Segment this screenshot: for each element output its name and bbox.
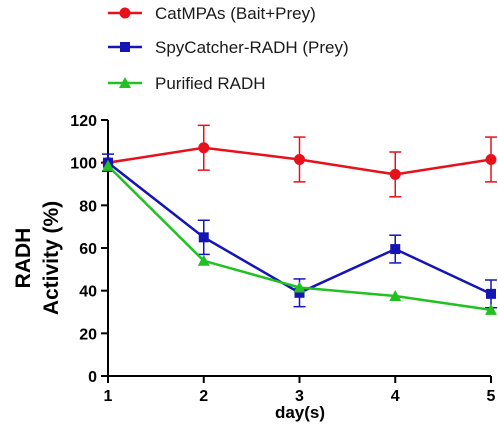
x-tick-label: 4: [391, 388, 400, 405]
x-tick-label: 5: [487, 388, 496, 405]
y-tick-label: 100: [70, 156, 97, 173]
data-point: [389, 168, 401, 180]
data-point: [198, 232, 209, 243]
data-point: [485, 153, 497, 165]
y-tick-label: 20: [79, 326, 97, 343]
series-0: [102, 124, 497, 198]
y-tick-label: 40: [79, 284, 97, 301]
y-axis-title: RADH Activity (%): [12, 201, 63, 315]
legend-triangle-marker: [119, 77, 131, 88]
x-tick-label: 2: [199, 388, 208, 405]
y-tick-label: 80: [79, 198, 97, 215]
legend-label: Purified RADH: [155, 74, 266, 93]
series-layer: [102, 124, 497, 315]
legend-square-marker: [120, 42, 130, 52]
data-point: [294, 287, 305, 298]
legend-item-purified: Purified RADH: [108, 74, 266, 93]
y-axis-title-line-1: RADH: [12, 228, 35, 289]
data-point: [102, 159, 114, 171]
legend-label: SpyCatcher-RADH (Prey): [155, 38, 349, 57]
data-point: [485, 303, 497, 315]
data-point: [390, 244, 401, 255]
legend-circle-marker: [119, 7, 131, 19]
y-tick-label: 0: [88, 369, 97, 386]
series-2: [102, 159, 497, 315]
legend-item-catmpas: CatMPAs (Bait+Prey): [108, 4, 316, 23]
x-tick-label: 3: [295, 388, 304, 405]
data-point: [389, 290, 402, 301]
legend-label: CatMPAs (Bait+Prey): [155, 4, 316, 23]
data-point: [293, 281, 306, 293]
data-point: [486, 288, 496, 299]
legend-item-spycatcher: SpyCatcher-RADH (Prey): [108, 38, 349, 57]
data-point: [294, 153, 305, 165]
x-axis-title: day(s): [275, 403, 325, 422]
y-tick-label: 60: [79, 241, 97, 258]
legend: CatMPAs (Bait+Prey) SpyCatcher-RADH (Pre…: [108, 4, 349, 93]
data-point: [198, 142, 210, 154]
ticks: 0 20 40 60 80 100 120 1 2 3 4 5: [70, 113, 495, 405]
y-axis-title-line-2: Activity (%): [40, 201, 63, 315]
x-tick-label: 1: [104, 388, 113, 405]
y-tick-label: 120: [70, 113, 97, 130]
data-point: [197, 254, 210, 266]
